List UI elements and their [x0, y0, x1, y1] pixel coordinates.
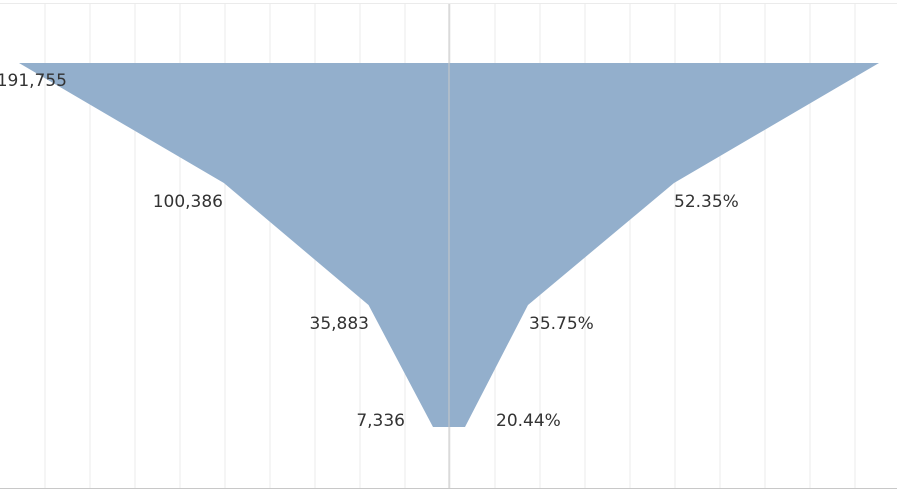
count-label-stage-2: 100,386 — [153, 192, 223, 212]
pct-label-stage-2: 52.35% — [674, 192, 739, 212]
pct-label-stage-4: 20.44% — [496, 411, 561, 431]
left-funnel-area — [19, 63, 449, 427]
count-label-stage-3: 35,883 — [310, 314, 369, 334]
right-funnel-area — [449, 63, 879, 427]
count-label-stage-1: 191,755 — [0, 71, 67, 91]
pct-label-stage-3: 35.75% — [529, 314, 594, 334]
count-label-stage-4: 7,336 — [356, 411, 405, 431]
